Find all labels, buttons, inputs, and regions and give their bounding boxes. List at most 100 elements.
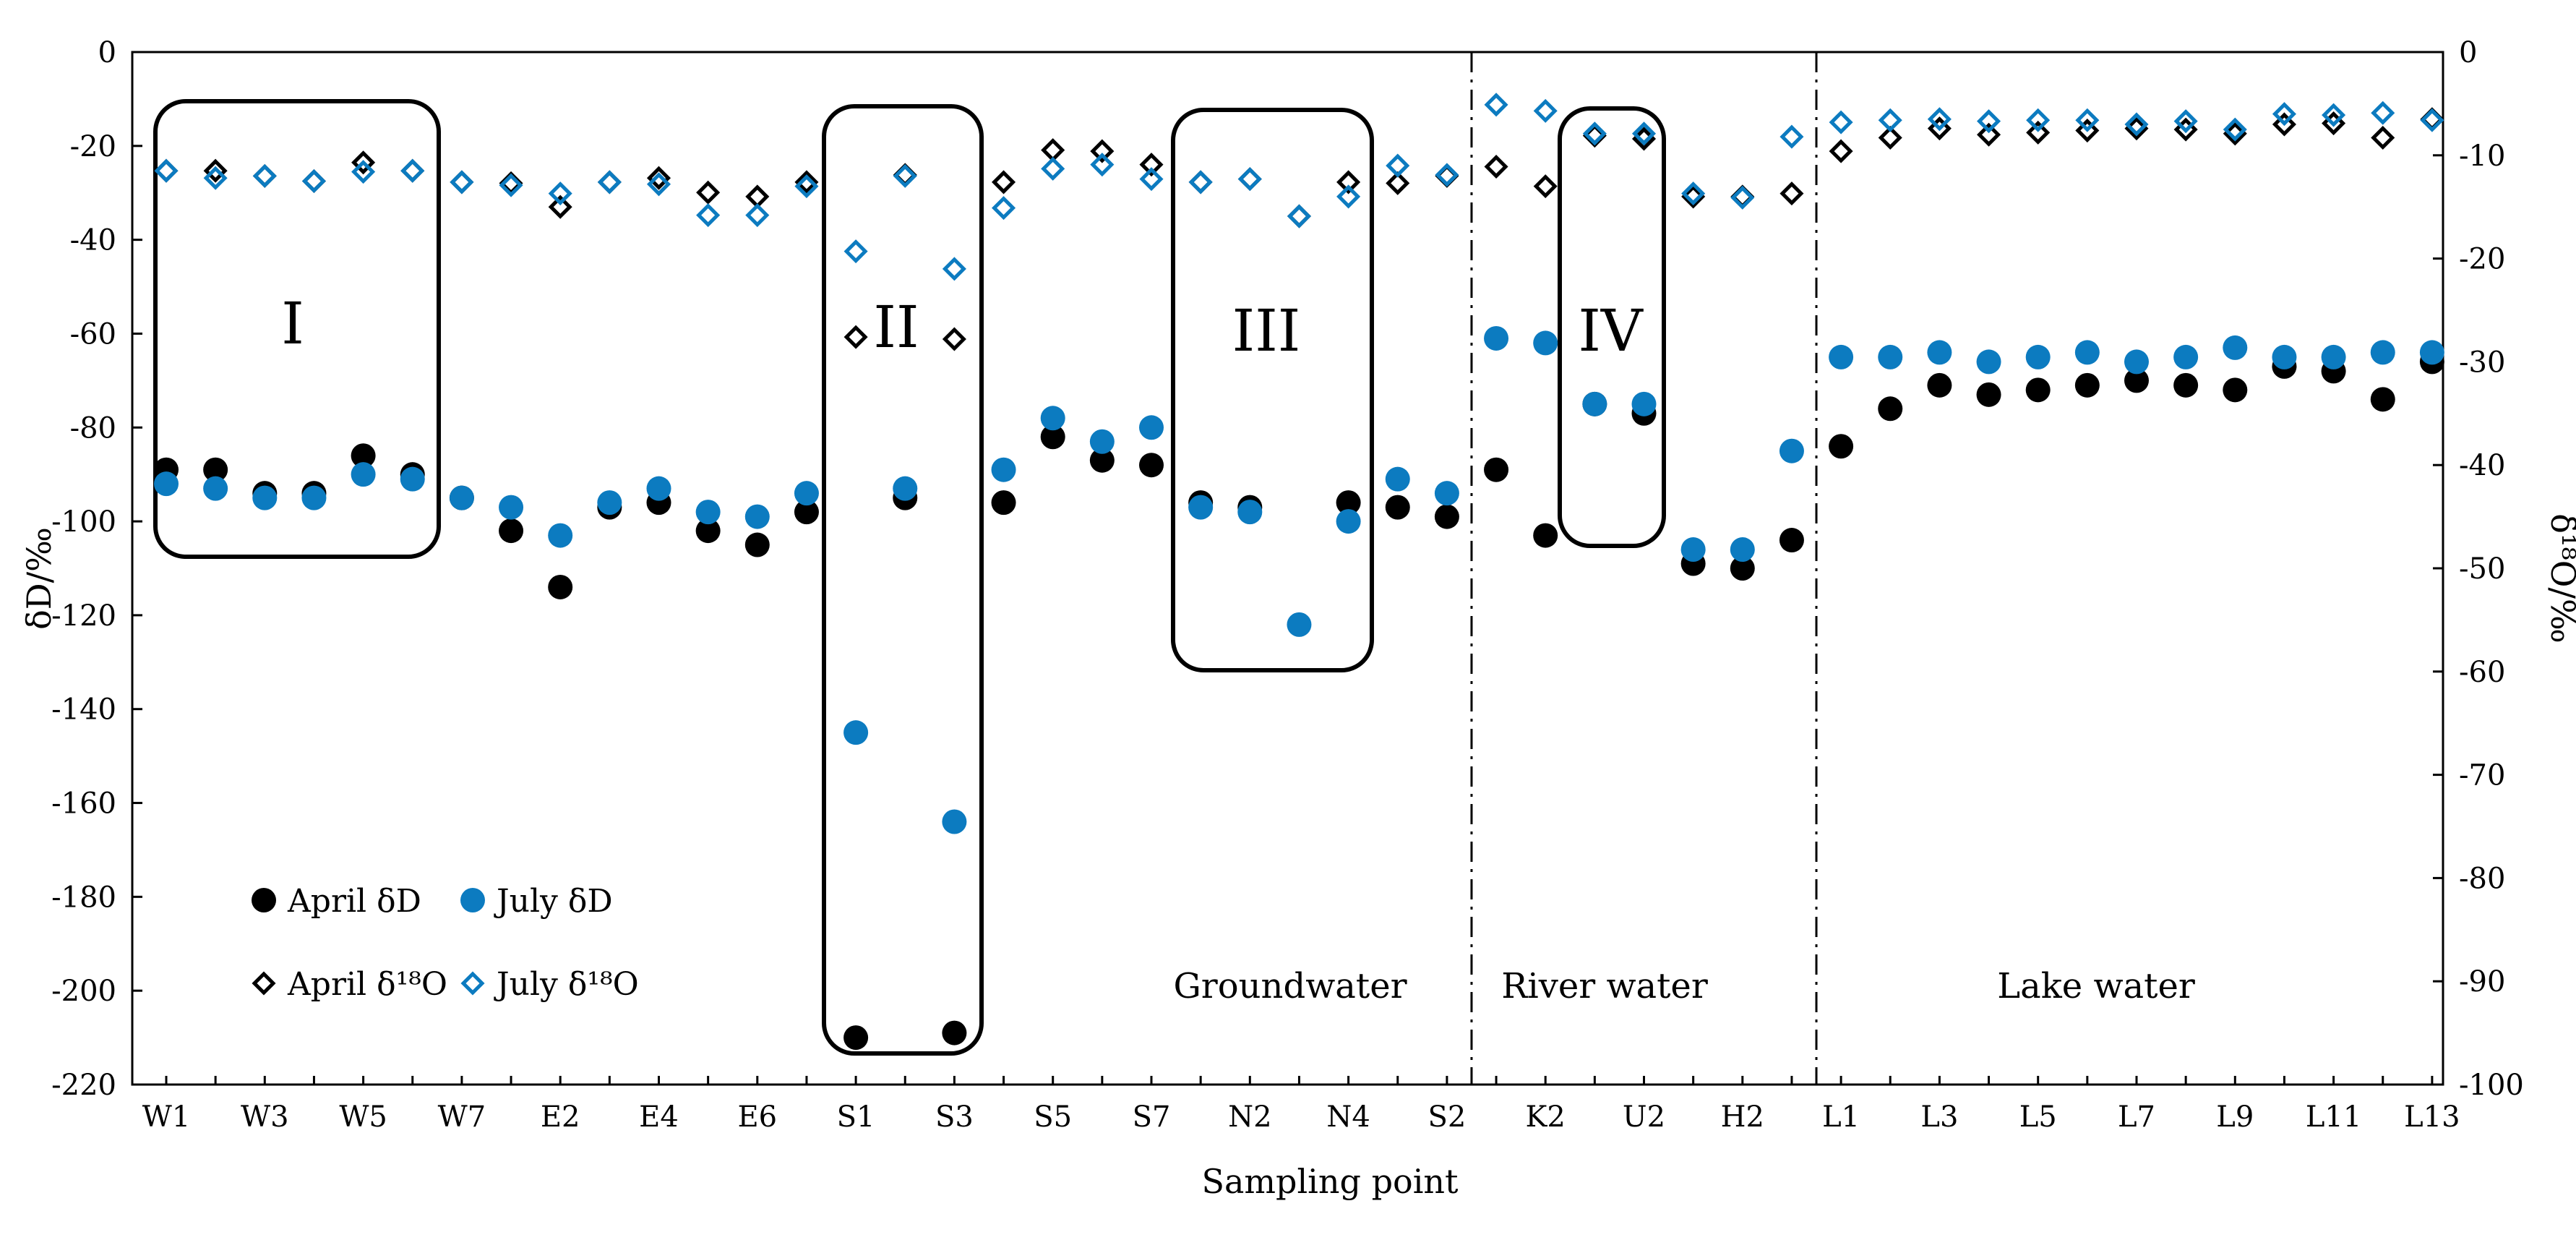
point-julyo xyxy=(1533,98,1558,123)
point-julyd xyxy=(991,457,1016,482)
point-julyd xyxy=(695,500,721,525)
point-julyd xyxy=(154,471,179,497)
legend-marker xyxy=(252,971,276,996)
legend-marker xyxy=(460,888,485,912)
point-julyd xyxy=(2173,344,2199,369)
legend-label: July δD xyxy=(494,883,613,920)
legend-label: April δD xyxy=(287,883,421,920)
y-right-tick-label: -10 xyxy=(2459,140,2505,173)
point-julyo xyxy=(1435,163,1459,187)
point-julyo xyxy=(2026,108,2051,132)
point-aprild xyxy=(1434,504,1459,529)
point-aprilo xyxy=(2371,125,2395,150)
y-right-tick-label: -30 xyxy=(2459,346,2505,379)
point-aprilo xyxy=(1977,122,2001,147)
point-julyd xyxy=(1139,415,1164,440)
point-julyo xyxy=(400,158,425,183)
point-aprilo xyxy=(351,150,376,175)
point-aprild xyxy=(1976,382,2001,407)
point-julyd xyxy=(1434,481,1459,506)
y-left-tick-label: -160 xyxy=(51,787,116,821)
point-julyo xyxy=(2322,103,2346,127)
x-tick-label: K2 xyxy=(1526,1100,1566,1134)
point-aprilo xyxy=(1681,184,1706,209)
point-julyd xyxy=(2370,340,2395,365)
point-julyo xyxy=(794,174,819,199)
point-aprild xyxy=(843,1025,869,1051)
x-tick-label: L5 xyxy=(2019,1100,2057,1134)
point-julyd xyxy=(1829,344,1854,369)
point-julyd xyxy=(1730,537,1755,563)
point-aprild xyxy=(942,1020,967,1046)
point-julyo xyxy=(2371,101,2395,125)
point-julyd xyxy=(2272,344,2297,369)
point-aprild xyxy=(1040,424,1065,450)
y-axis-title-left: δD/‰ xyxy=(20,527,59,630)
x-tick-label: L9 xyxy=(2216,1100,2254,1134)
point-julyo xyxy=(1386,153,1410,178)
point-julyo xyxy=(1090,153,1115,177)
x-tick-label: E6 xyxy=(737,1100,777,1134)
y-left-tick-label: -180 xyxy=(51,881,116,914)
point-julyd xyxy=(2025,344,2051,369)
point-aprild xyxy=(991,490,1016,516)
point-julyo xyxy=(843,239,868,264)
point-aprild xyxy=(794,500,819,525)
point-aprilo xyxy=(2272,112,2296,137)
x-tick-label: W7 xyxy=(438,1100,486,1134)
legend-marker xyxy=(252,888,276,912)
point-aprild xyxy=(1927,372,1952,398)
point-aprild xyxy=(2173,372,2199,398)
point-julyd xyxy=(646,476,671,501)
point-julyd xyxy=(1484,325,1509,351)
point-aprild xyxy=(2223,377,2248,403)
region-label: Lake water xyxy=(1997,966,2195,1006)
point-aprilo xyxy=(1533,174,1558,199)
point-aprilo xyxy=(794,170,819,194)
y-left-tick-label: -140 xyxy=(51,693,116,727)
point-aprilo xyxy=(2026,120,2051,145)
point-julyd xyxy=(301,485,327,510)
point-julyo xyxy=(597,170,622,194)
y-left-tick-label: -60 xyxy=(70,317,116,351)
x-tick-label: S3 xyxy=(935,1100,974,1134)
point-aprild xyxy=(2124,368,2149,393)
point-julyd xyxy=(203,476,228,501)
y-left-tick-label: -120 xyxy=(51,599,116,633)
point-julyo xyxy=(2272,102,2296,127)
y-right-tick-label: -20 xyxy=(2459,243,2505,276)
point-julyo xyxy=(2075,108,2100,132)
y-right-tick-label: -90 xyxy=(2459,965,2505,999)
point-julyd xyxy=(1680,537,1706,563)
point-julyo xyxy=(1829,110,1853,134)
x-tick-label: E4 xyxy=(639,1100,679,1134)
group-box-label: III xyxy=(1232,297,1301,364)
point-julyd xyxy=(1582,391,1607,416)
group-box-label: IV xyxy=(1578,297,1644,364)
point-julyo xyxy=(696,203,721,228)
point-aprild xyxy=(1730,556,1755,581)
point-julyd xyxy=(2419,340,2444,365)
y-left-tick-label: -200 xyxy=(51,975,116,1008)
point-julyo xyxy=(1139,167,1164,192)
region-label: Groundwater xyxy=(1173,966,1407,1006)
point-julyd xyxy=(597,490,622,516)
x-tick-label: L3 xyxy=(1920,1100,1958,1134)
legend-marker xyxy=(460,971,485,996)
x-tick-label: S2 xyxy=(1427,1100,1466,1134)
point-aprilo xyxy=(1386,171,1410,195)
y-right-tick-label: 0 xyxy=(2459,36,2477,69)
point-julyo xyxy=(1237,167,1262,192)
x-tick-label: S1 xyxy=(837,1100,875,1134)
point-julyo xyxy=(745,203,770,228)
point-julyo xyxy=(499,173,523,197)
point-julyd xyxy=(1533,330,1558,356)
y-right-tick-label: -40 xyxy=(2459,449,2505,482)
point-julyo xyxy=(1336,184,1361,209)
point-aprilo xyxy=(1090,139,1115,163)
point-julyd xyxy=(351,462,376,487)
x-tick-label: S7 xyxy=(1133,1100,1171,1134)
x-tick-label: W3 xyxy=(241,1100,289,1134)
point-julyo xyxy=(1041,156,1065,181)
